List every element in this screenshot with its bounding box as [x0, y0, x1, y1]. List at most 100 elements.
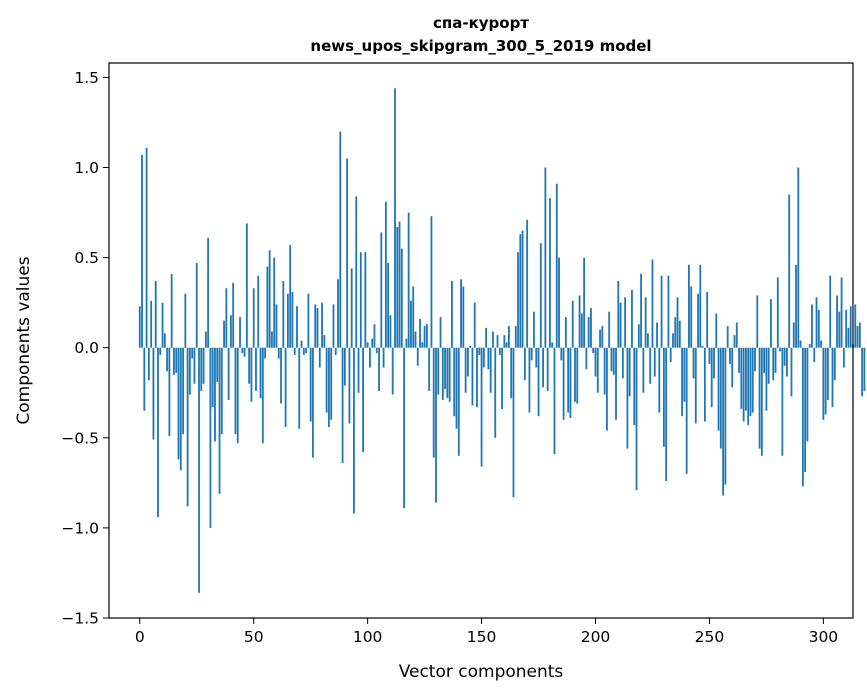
- bar: [193, 347, 196, 384]
- bar: [482, 347, 485, 368]
- bar: [699, 264, 702, 348]
- bar: [546, 347, 549, 391]
- bar: [428, 347, 431, 391]
- bar: [138, 306, 141, 348]
- bar: [715, 313, 718, 348]
- bar: [464, 347, 467, 393]
- bar: [827, 347, 829, 400]
- bar: [423, 326, 426, 348]
- bar: [451, 281, 453, 348]
- bar: [637, 324, 640, 348]
- bar: [676, 297, 679, 348]
- bar: [642, 347, 645, 393]
- chart-title-line-1: спа-курорт: [433, 14, 529, 32]
- bar: [726, 326, 729, 348]
- bar: [432, 347, 435, 458]
- bar: [455, 347, 458, 429]
- bar: [211, 347, 214, 408]
- bar: [309, 347, 312, 422]
- bar: [460, 279, 462, 348]
- bar: [517, 252, 519, 348]
- bar: [683, 347, 686, 402]
- bar: [325, 347, 328, 413]
- bar: [510, 347, 513, 399]
- x-tick-label: 0: [135, 628, 145, 646]
- bar: [567, 347, 570, 413]
- bar: [419, 318, 421, 348]
- bar: [815, 297, 818, 348]
- bar: [688, 264, 690, 348]
- bar: [781, 347, 784, 456]
- bar: [323, 335, 326, 348]
- bar: [749, 347, 752, 417]
- bar: [708, 347, 711, 364]
- bar: [166, 347, 169, 372]
- bar: [143, 347, 146, 411]
- bar: [836, 295, 838, 348]
- bar: [337, 279, 339, 348]
- bar: [820, 340, 823, 348]
- bar: [316, 308, 319, 348]
- bar: [282, 281, 285, 348]
- bar: [697, 293, 699, 348]
- bar: [412, 286, 415, 348]
- bar: [811, 304, 813, 348]
- bar: [758, 347, 761, 449]
- bar: [583, 257, 586, 348]
- bar: [275, 304, 278, 348]
- bar: [640, 273, 642, 348]
- bar: [576, 347, 579, 404]
- bar: [478, 347, 481, 355]
- bar: [694, 347, 697, 424]
- bar: [473, 302, 476, 348]
- bar: [601, 326, 604, 348]
- y-tick-label: −1.5: [61, 610, 99, 628]
- bar: [551, 342, 554, 348]
- bar: [332, 304, 335, 348]
- bar: [179, 347, 182, 471]
- bar: [421, 342, 424, 348]
- y-axis: −1.5 −1.0 −0.5 0.0 0.5 1.0 1.5: [61, 69, 109, 628]
- bar: [252, 288, 255, 348]
- bar: [296, 306, 298, 348]
- y-tick-label: 1.5: [74, 69, 99, 87]
- bar: [649, 347, 652, 384]
- bar: [610, 347, 613, 372]
- bar: [833, 347, 836, 381]
- bar: [250, 347, 253, 402]
- bar: [480, 347, 483, 467]
- x-axis: 0 50 100 150 200 250 300: [135, 618, 838, 646]
- y-tick-label: 0.0: [74, 339, 99, 357]
- bar: [375, 347, 378, 354]
- bar: [439, 317, 442, 348]
- bar: [382, 347, 385, 368]
- bar: [792, 322, 795, 348]
- bar: [161, 302, 164, 348]
- bar: [369, 347, 371, 368]
- bar: [747, 347, 750, 426]
- bar: [387, 263, 390, 348]
- bar: [414, 331, 417, 348]
- bar: [396, 226, 399, 348]
- bar: [806, 347, 809, 442]
- bar: [735, 322, 738, 348]
- bar: [742, 347, 745, 422]
- bar: [660, 275, 663, 348]
- bar: [824, 347, 827, 415]
- bar: [277, 347, 280, 359]
- y-axis-label: Components values: [14, 256, 34, 424]
- bar: [318, 347, 321, 368]
- bar: [647, 333, 649, 348]
- bar: [188, 347, 191, 395]
- bar: [230, 315, 232, 348]
- bar: [223, 320, 225, 348]
- bar: [594, 347, 597, 377]
- bar: [448, 347, 451, 402]
- bar: [312, 347, 314, 458]
- bar: [359, 252, 362, 348]
- bar: [514, 326, 517, 348]
- bar: [706, 291, 709, 348]
- bar: [362, 347, 364, 453]
- bar: [271, 331, 273, 348]
